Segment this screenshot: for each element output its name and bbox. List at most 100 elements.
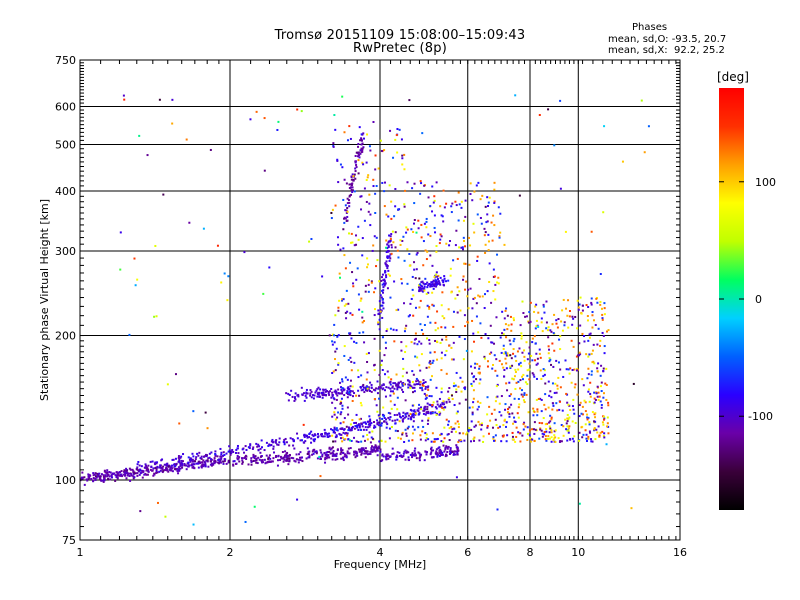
data-point — [336, 394, 339, 397]
data-point — [490, 412, 493, 415]
data-point — [603, 125, 606, 128]
data-point — [338, 381, 341, 384]
data-point — [342, 228, 345, 231]
data-point — [498, 411, 501, 414]
data-point — [343, 394, 346, 397]
data-point — [150, 465, 153, 468]
data-point — [445, 335, 448, 338]
data-point — [493, 408, 496, 411]
data-point — [419, 289, 422, 292]
data-point — [365, 352, 368, 355]
data-point — [435, 181, 438, 184]
data-point — [353, 453, 356, 456]
data-point — [472, 389, 475, 392]
data-point — [362, 137, 365, 140]
data-point — [569, 367, 572, 370]
data-point — [341, 298, 344, 301]
data-point — [358, 448, 361, 451]
data-point — [384, 282, 387, 285]
data-point — [108, 471, 111, 474]
data-point — [441, 338, 444, 341]
data-point — [433, 351, 436, 354]
data-point — [158, 466, 161, 469]
data-point — [341, 299, 344, 302]
data-point — [330, 211, 333, 214]
data-point — [384, 373, 387, 376]
data-point — [388, 455, 391, 458]
data-point — [539, 369, 542, 372]
data-point — [431, 283, 434, 286]
data-point — [494, 298, 497, 301]
data-point — [588, 400, 591, 403]
data-point — [435, 245, 438, 248]
y-axis-label: Stationary phase Virtual Height [km] — [38, 199, 51, 401]
data-point — [565, 428, 568, 431]
data-point — [491, 341, 494, 344]
data-point — [354, 425, 357, 428]
data-point — [354, 167, 357, 170]
data-point — [219, 447, 222, 450]
data-point — [317, 386, 320, 389]
data-point — [407, 383, 410, 386]
data-point — [325, 457, 328, 460]
data-point — [238, 460, 241, 463]
data-point — [331, 208, 334, 211]
data-point — [596, 343, 599, 346]
data-point — [445, 280, 448, 283]
data-point — [133, 257, 136, 260]
data-point — [341, 387, 344, 390]
data-point — [422, 282, 425, 285]
data-point — [484, 243, 487, 246]
data-point — [393, 387, 396, 390]
data-point — [429, 205, 432, 208]
data-point — [426, 386, 429, 389]
data-point — [224, 458, 227, 461]
data-point — [272, 457, 275, 460]
data-point — [279, 455, 282, 458]
data-point — [531, 359, 534, 362]
data-point — [353, 427, 356, 430]
data-point — [388, 240, 391, 243]
data-point — [383, 416, 386, 419]
data-point — [430, 446, 433, 449]
data-point — [294, 460, 297, 463]
data-point — [320, 451, 323, 454]
data-point — [441, 406, 444, 409]
data-point — [348, 332, 351, 335]
data-point — [405, 451, 408, 454]
data-point — [544, 435, 547, 438]
data-point — [116, 472, 119, 475]
data-point — [284, 437, 287, 440]
data-point — [475, 302, 478, 305]
data-point — [479, 322, 482, 325]
data-point — [401, 239, 404, 242]
data-point — [149, 460, 152, 463]
data-point — [427, 412, 430, 415]
data-point — [511, 438, 514, 441]
data-point — [374, 211, 377, 214]
data-point — [178, 422, 181, 425]
data-point — [342, 431, 345, 434]
data-point — [260, 446, 263, 449]
data-point — [590, 303, 593, 306]
data-point — [428, 339, 431, 342]
data-point — [190, 464, 193, 467]
data-point — [396, 386, 399, 389]
data-point — [397, 381, 400, 384]
data-point — [479, 198, 482, 201]
data-point — [266, 461, 269, 464]
data-point — [586, 377, 589, 380]
data-point — [158, 470, 161, 473]
data-point — [559, 440, 562, 443]
data-point — [348, 205, 351, 208]
data-point — [506, 389, 509, 392]
data-point — [349, 332, 352, 335]
data-point — [571, 323, 574, 326]
data-point — [192, 523, 195, 526]
data-point — [572, 317, 575, 320]
data-point — [341, 440, 344, 443]
data-point — [413, 268, 416, 271]
data-point — [305, 434, 308, 437]
data-point — [429, 351, 432, 354]
data-point — [478, 371, 481, 374]
